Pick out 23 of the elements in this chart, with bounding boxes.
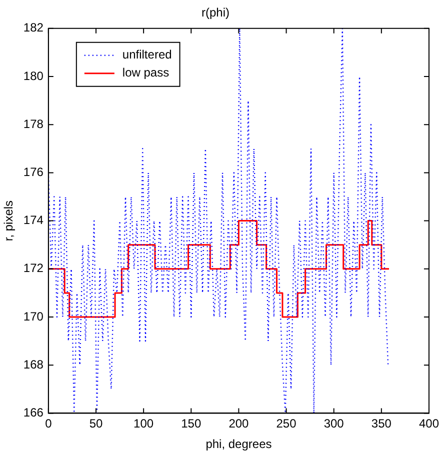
y-tick-label: 182 [23, 20, 44, 35]
y-tick-label: 172 [23, 261, 44, 276]
x-tick-label: 200 [228, 416, 250, 431]
x-tick-label: 300 [324, 416, 344, 431]
legend-label: unfiltered [122, 48, 172, 62]
y-tick-label: 168 [23, 357, 44, 372]
y-tick-label: 180 [23, 68, 44, 83]
x-axis-title: phi, degrees [206, 437, 272, 452]
x-tick-label: 50 [89, 416, 103, 431]
x-tick-label: 250 [276, 416, 297, 431]
y-tick-label: 176 [23, 165, 44, 180]
x-tick-label: 350 [371, 416, 392, 431]
legend-label: low pass [122, 66, 170, 80]
x-tick-label: 100 [134, 416, 154, 431]
y-tick-label: 170 [23, 309, 44, 324]
y-tick-label: 166 [23, 406, 44, 420]
y-tick-label: 178 [23, 116, 44, 131]
y-tick-label: 174 [23, 213, 44, 228]
x-tick-label: 150 [181, 416, 202, 431]
x-tick-label: 400 [418, 416, 440, 431]
y-axis-title: r, pixels [2, 200, 16, 242]
chart-title: r(phi) [201, 6, 230, 20]
x-tick-label: 0 [45, 416, 52, 431]
